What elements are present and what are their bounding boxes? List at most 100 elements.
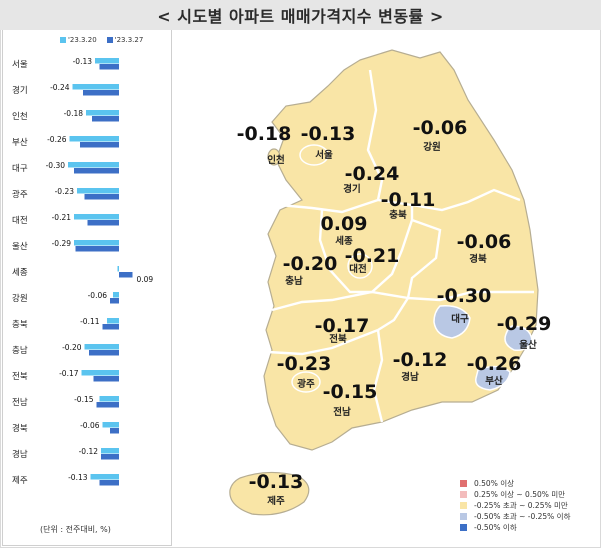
- region-value: -0.21: [345, 245, 400, 267]
- bar-this-week: [110, 298, 119, 304]
- bar-this-week: [75, 246, 119, 252]
- data-label: -0.17: [59, 369, 79, 378]
- region-value: -0.29: [497, 313, 552, 335]
- metro-gwangju: [291, 371, 321, 393]
- legend-item-prev: '23.3.20: [60, 36, 97, 44]
- map-legend: 0.50% 이상 0.25% 이상 ~ 0.50% 미만 -0.25% 초과 ~ 0…: [460, 478, 570, 533]
- map-legend-swatch: [460, 491, 467, 498]
- legend-label-prev: '23.3.20: [68, 36, 97, 44]
- bar-this-week: [74, 168, 119, 174]
- bar-legend: '23.3.20 '23.3.27: [60, 36, 143, 44]
- region-name: 경남: [401, 371, 419, 383]
- region-name: 경기: [343, 183, 360, 195]
- border-chungbuk-gyeongbuk: [406, 218, 442, 299]
- map-legend-label: -0.50% 이하: [474, 523, 517, 532]
- bar-prev-week: [81, 370, 119, 376]
- category-label: 제주: [12, 476, 28, 486]
- region-name: 대구: [451, 313, 469, 325]
- bar-prev-week: [102, 422, 119, 428]
- bar-prev-week: [95, 58, 119, 64]
- region-value: -0.30: [437, 285, 492, 307]
- category-label: 서울: [12, 60, 28, 70]
- category-label: 전남: [12, 397, 28, 408]
- bar-prev-week: [113, 292, 119, 298]
- region-value: -0.23: [277, 353, 332, 375]
- category-label: 경남: [12, 449, 28, 460]
- region-value: -0.06: [413, 117, 468, 139]
- region-name: 전남: [333, 406, 351, 418]
- data-label: -0.18: [64, 109, 84, 118]
- bar-prev-week: [74, 214, 119, 220]
- legend-swatch-this: [106, 37, 113, 43]
- map-legend-item: -0.25% 초과 ~ 0.25% 미만: [460, 500, 570, 511]
- category-label: 강원: [12, 293, 28, 304]
- bar-prev-week: [99, 396, 119, 402]
- unit-note: (단위 : 전주대비, %): [40, 525, 111, 534]
- data-label: -0.13: [73, 57, 93, 66]
- category-label: 대전: [12, 215, 28, 226]
- category-label: 충남: [12, 346, 28, 356]
- bar-this-week: [89, 350, 119, 356]
- bar-prev-week: [101, 448, 119, 454]
- data-label: 0.09: [137, 275, 154, 284]
- bar-this-week: [102, 324, 119, 330]
- category-label: 전북: [12, 371, 28, 382]
- data-label: -0.06: [80, 421, 100, 430]
- legend-item-this: '23.3.27: [106, 36, 143, 44]
- region-value: 0.09: [321, 213, 368, 235]
- region-value: -0.11: [381, 189, 436, 211]
- bar-prev-week: [72, 84, 119, 90]
- bar-this-week: [101, 454, 119, 460]
- bar-chart-panel: [2, 30, 172, 546]
- data-label: -0.21: [52, 213, 72, 222]
- category-label: 세종: [12, 268, 28, 278]
- region-name: 경북: [469, 253, 487, 265]
- data-label: -0.23: [55, 187, 75, 196]
- bar-prev-week: [117, 266, 119, 272]
- border-jeonbuk-gyeongnam: [377, 290, 534, 332]
- bar-prev-week: [69, 136, 119, 142]
- bar-this-week: [119, 272, 133, 278]
- metro-daegu: [433, 305, 471, 339]
- region-name: 서울: [315, 149, 333, 161]
- map-metros: [291, 144, 533, 393]
- category-label: 대구: [12, 164, 28, 174]
- bar-prev-week: [107, 318, 119, 324]
- data-label: -0.30: [46, 161, 66, 170]
- data-label: -0.20: [62, 343, 82, 352]
- category-label: 울산: [12, 241, 28, 252]
- category-label: 인천: [12, 111, 28, 122]
- region-name: 충남: [285, 275, 303, 287]
- region-name: 대전: [349, 263, 366, 275]
- region-value: -0.06: [457, 231, 512, 253]
- category-label: 경기: [12, 85, 28, 96]
- metro-daejeon: [347, 253, 373, 279]
- map-legend-label: -0.50% 초과 ~ -0.25% 이하: [474, 512, 571, 521]
- border-jeonbuk-jeonnam: [267, 328, 379, 356]
- map-legend-item: -0.50% 초과 ~ -0.25% 이하: [460, 511, 570, 522]
- map-legend-swatch: [460, 480, 467, 487]
- bar-this-week: [87, 220, 119, 226]
- region-name: 제주: [267, 495, 285, 507]
- region-value: -0.18: [237, 123, 292, 145]
- region-name: 전북: [329, 333, 347, 345]
- bar-prev-week: [77, 188, 119, 194]
- jeju-island: [229, 471, 310, 516]
- border-middle-south: [271, 290, 409, 312]
- region-name: 부산: [485, 375, 503, 387]
- border-jeonnam-gyeongnam: [372, 329, 384, 423]
- category-label: 부산: [12, 137, 28, 148]
- region-value: -0.12: [393, 349, 448, 371]
- region-value: -0.13: [249, 471, 304, 493]
- bar-chart: 서울 -0.13 경기 -0.24 인천 -0.18 부산 -0.26 대구 -0.30 광주 -0.…: [12, 57, 154, 486]
- region-name: 강원: [423, 141, 440, 153]
- data-label: -0.24: [50, 83, 70, 92]
- bar-this-week: [96, 402, 119, 408]
- title-bar: < 시도별 아파트 매매가격지수 변동률 >: [0, 0, 601, 30]
- data-label: -0.15: [74, 395, 94, 404]
- metro-ulsan: [504, 325, 533, 352]
- region-value: -0.13: [301, 123, 356, 145]
- bar-this-week: [110, 428, 119, 434]
